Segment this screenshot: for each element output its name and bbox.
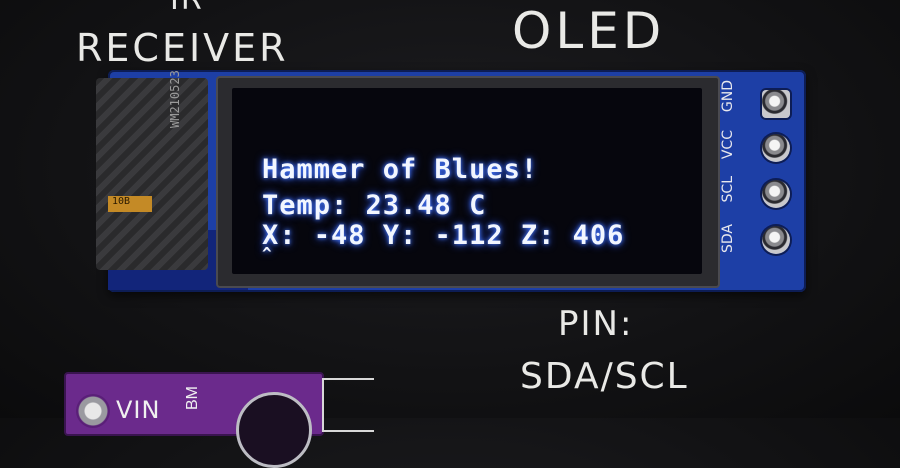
header-pin-scl: [762, 180, 790, 208]
sensor-vin-label: VIN: [116, 396, 161, 424]
header-pin-sda: [762, 226, 790, 254]
gold-pad: 10B: [108, 196, 152, 212]
flex-cable: WM210523: [96, 70, 208, 270]
oled-line-caret: ^: [262, 244, 273, 263]
silkscreen-outline: [322, 378, 374, 432]
oled-screen: Hammer of Blues! Temp: 23.48 C X: -48 Y:…: [232, 88, 702, 274]
flex-cable-code: WM210523: [168, 70, 182, 128]
ir-receiver-label: RECEIVER: [76, 26, 289, 70]
sensor-solder-pad: [76, 394, 110, 428]
oled-label: OLED: [512, 2, 666, 60]
ir-label: IR: [170, 0, 204, 17]
oled-module-pcb: WM210523 10B Hammer of Blues! Temp: 23.4…: [96, 70, 806, 292]
sensor-bm-label: BM: [184, 386, 201, 410]
pin-value: SDA/SCL: [520, 356, 689, 397]
oled-line-temp: Temp: 23.48 C: [262, 190, 487, 221]
pin-label: PIN:: [558, 304, 634, 344]
oled-line-xyz: X: -48 Y: -112 Z: 406: [262, 220, 625, 251]
header-pin-gnd: [762, 90, 790, 118]
sensor-mount-hole: [236, 392, 312, 468]
header-pin-vcc: [762, 134, 790, 162]
pin-label-sda: SDA: [720, 224, 736, 253]
pin-label-scl: SCL: [720, 176, 736, 203]
pin-label-gnd: GND: [720, 80, 736, 113]
oled-line-title: Hammer of Blues!: [262, 154, 539, 185]
sensor-board: VIN BM: [64, 372, 324, 468]
pin-label-vcc: VCC: [720, 130, 736, 160]
